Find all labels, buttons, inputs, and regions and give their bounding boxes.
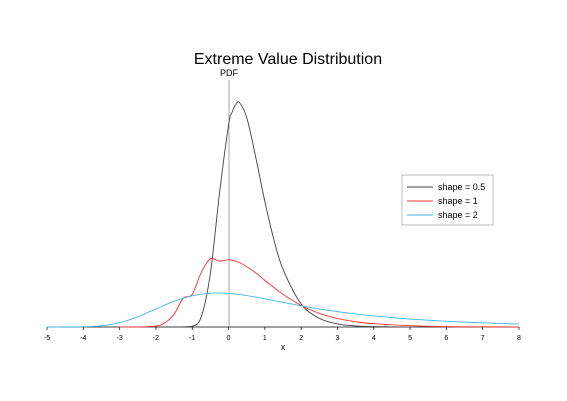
legend-box	[401, 174, 494, 226]
legend-label-series-2: shape = 1	[438, 196, 478, 206]
x-tick-label: 8	[517, 335, 521, 342]
series-group	[46, 101, 520, 328]
x-ticks: -5 -4 -3 -2 -1 0 1 2 3 4 5 6 7 8	[44, 327, 521, 342]
series-line-3	[46, 292, 520, 328]
legend-label-series-3: shape = 2	[438, 210, 478, 220]
x-tick-label: -5	[44, 335, 50, 342]
x-tick-label: 0	[227, 335, 231, 342]
x-tick-label: 4	[372, 335, 376, 342]
x-axis-label: x	[281, 342, 286, 352]
series-line-1	[174, 101, 519, 328]
x-tick-label: -3	[116, 335, 122, 342]
legend: shape = 0.5 shape = 1 shape = 2	[401, 174, 494, 226]
x-tick-label: 2	[299, 335, 303, 342]
legend-label-series-1: shape = 0.5	[438, 182, 485, 192]
x-tick-label: -2	[153, 335, 159, 342]
x-tick-label: -1	[189, 335, 195, 342]
x-tick-label: 7	[481, 335, 485, 342]
x-tick-label: -4	[80, 335, 86, 342]
x-tick-label: 6	[444, 335, 448, 342]
x-tick-label: 5	[408, 335, 412, 342]
x-tick-label: 1	[263, 335, 267, 342]
series-line-2	[119, 258, 520, 328]
y-axis-label: PDF	[220, 68, 239, 78]
chart-title: Extreme Value Distribution	[194, 51, 382, 68]
x-tick-label: 3	[336, 335, 340, 342]
